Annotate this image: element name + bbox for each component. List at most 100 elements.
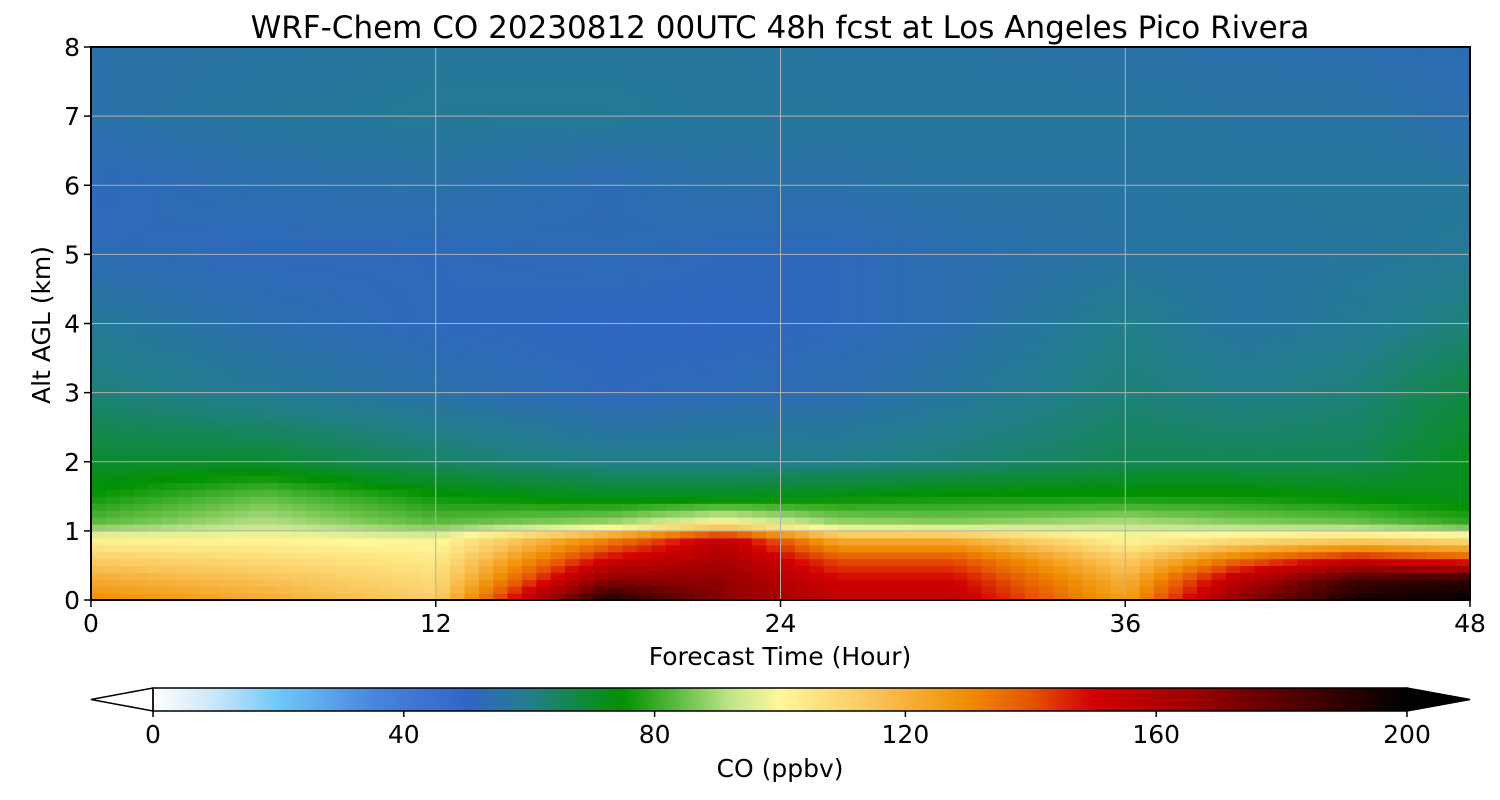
heatmap-cell <box>507 475 523 484</box>
heatmap-cell <box>1110 434 1126 442</box>
heatmap-cell <box>91 565 106 573</box>
heatmap-cell <box>320 261 336 269</box>
heatmap-cell <box>794 406 810 414</box>
heatmap-cell <box>349 510 365 518</box>
heatmap-cell <box>349 399 365 408</box>
heatmap-cell <box>550 593 566 600</box>
heatmap-cell <box>435 475 451 484</box>
heatmap-cell <box>1182 337 1198 345</box>
heatmap-cell <box>938 399 954 408</box>
heatmap-cell <box>1326 344 1342 352</box>
heatmap-cell <box>694 420 710 428</box>
heatmap-cell <box>205 371 221 380</box>
heatmap-cell <box>292 537 308 546</box>
heatmap-cell <box>1297 302 1313 311</box>
heatmap-cell <box>1039 247 1055 255</box>
heatmap-cell <box>1441 517 1457 525</box>
heatmap-cell <box>205 517 221 525</box>
heatmap-cell <box>1182 413 1198 421</box>
heatmap-cell <box>723 309 738 318</box>
heatmap-cell <box>507 330 523 338</box>
heatmap-cell <box>320 475 336 484</box>
heatmap-cell <box>464 282 480 290</box>
heatmap-cell <box>952 268 968 276</box>
heatmap-cell <box>823 351 839 359</box>
heatmap-cell <box>780 468 796 477</box>
heatmap-cell <box>766 586 782 594</box>
heatmap-cell <box>579 454 595 463</box>
heatmap-cell <box>608 371 624 380</box>
heatmap-cell <box>737 364 753 373</box>
heatmap-cell <box>234 316 250 325</box>
heatmap-cell <box>723 323 738 332</box>
heatmap-cell <box>292 517 308 525</box>
heatmap-cell <box>981 454 997 463</box>
heatmap-cell <box>1168 282 1184 290</box>
heatmap-cell <box>909 316 925 325</box>
heatmap-cell <box>1182 572 1198 580</box>
heatmap-cell <box>881 544 897 553</box>
heatmap-cell <box>1398 358 1414 366</box>
heatmap-cell <box>737 510 753 518</box>
heatmap-cell <box>1268 454 1284 463</box>
heatmap-cell <box>1398 254 1414 262</box>
heatmap-cell <box>967 316 983 325</box>
heatmap-cell <box>1441 427 1457 435</box>
heatmap-cell <box>349 364 365 373</box>
heatmap-cell <box>1139 496 1155 504</box>
heatmap-cell <box>837 275 853 283</box>
heatmap-cell <box>1412 503 1428 511</box>
heatmap-cell <box>651 358 667 366</box>
heatmap-cell <box>967 351 983 359</box>
heatmap-cell <box>995 302 1011 311</box>
heatmap-cell <box>292 503 308 511</box>
heatmap-cell <box>579 399 595 408</box>
heatmap-cell <box>995 323 1011 332</box>
heatmap-cell <box>493 254 509 262</box>
heatmap-cell <box>1297 282 1313 290</box>
heatmap-cell <box>708 510 724 518</box>
heatmap-cell <box>1096 593 1112 600</box>
heatmap-cell <box>694 275 710 283</box>
heatmap-cell <box>1139 351 1155 359</box>
heatmap-cell <box>148 530 164 539</box>
heatmap-cell <box>177 579 193 587</box>
heatmap-cell <box>378 475 394 484</box>
heatmap-cell <box>924 268 940 276</box>
heatmap-cell <box>952 441 968 449</box>
heatmap-cell <box>952 309 968 318</box>
heatmap-cell <box>119 254 135 262</box>
heatmap-cell <box>277 441 293 449</box>
heatmap-cell <box>450 385 466 394</box>
heatmap-cell <box>967 468 983 477</box>
heatmap-cell <box>995 593 1011 600</box>
heatmap-cell <box>1326 309 1342 318</box>
heatmap-cell <box>119 586 135 594</box>
heatmap-cell <box>306 572 322 580</box>
heatmap-cell <box>895 406 911 414</box>
heatmap-cell <box>493 558 509 567</box>
heatmap-cell <box>751 268 767 276</box>
heatmap-cell <box>723 572 738 580</box>
heatmap-cell <box>636 371 652 380</box>
heatmap-cell <box>1412 275 1428 283</box>
heatmap-cell <box>1182 385 1198 394</box>
heatmap-cell <box>565 406 580 414</box>
heatmap-cell <box>837 489 853 497</box>
heatmap-cell <box>622 544 638 553</box>
heatmap-cell <box>1211 261 1227 269</box>
heatmap-cell <box>407 544 422 553</box>
heatmap-cell <box>349 551 365 560</box>
heatmap-cell <box>1355 268 1371 276</box>
heatmap-cell <box>780 572 796 580</box>
heatmap-cell <box>1110 364 1126 373</box>
heatmap-cell <box>995 441 1011 449</box>
heatmap-cell <box>895 420 911 428</box>
heatmap-cell <box>1426 572 1442 580</box>
heatmap-cell <box>593 537 609 546</box>
heatmap-cell <box>320 413 336 421</box>
heatmap-cell <box>1340 503 1356 511</box>
heatmap-cell <box>1139 523 1155 532</box>
heatmap-cell <box>191 441 207 449</box>
heatmap-cell <box>249 461 264 470</box>
